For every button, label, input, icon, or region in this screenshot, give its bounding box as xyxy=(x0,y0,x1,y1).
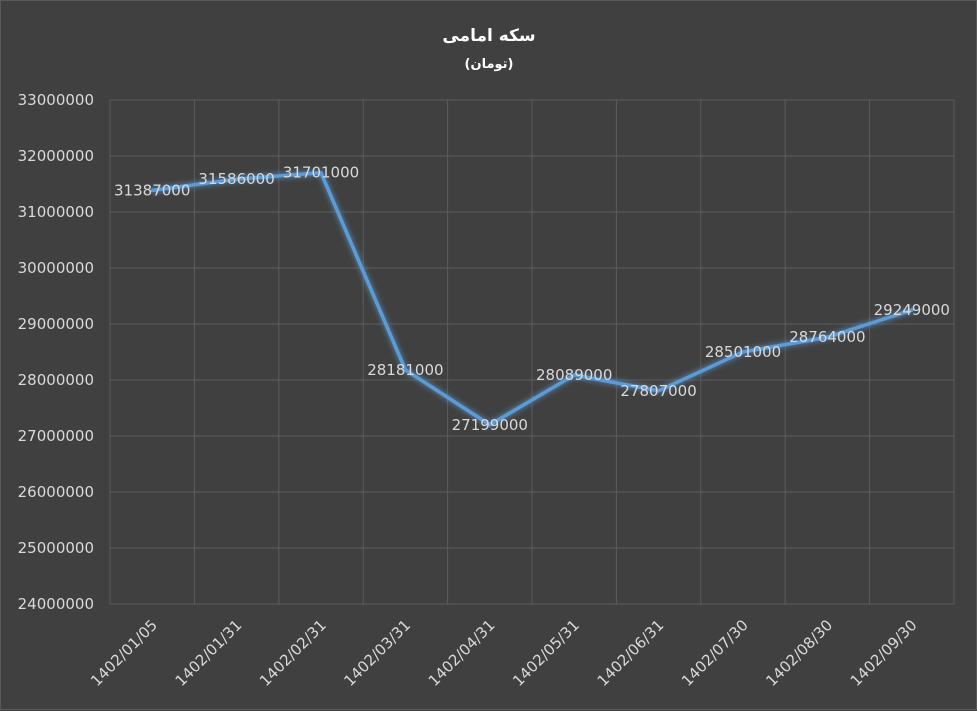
chart-title: سکه امامی xyxy=(442,26,535,46)
data-point xyxy=(825,335,829,339)
x-tick-label: 1402/07/30 xyxy=(678,616,752,690)
data-point xyxy=(235,177,239,181)
data-label: 28764000 xyxy=(789,328,865,346)
x-tick-label: 1402/02/31 xyxy=(256,616,330,690)
data-point xyxy=(572,373,576,377)
data-point xyxy=(488,423,492,427)
data-point xyxy=(403,368,407,372)
y-tick-label: 29000000 xyxy=(18,315,94,333)
data-label: 29249000 xyxy=(874,301,950,319)
x-tick-label: 1402/01/31 xyxy=(172,616,246,690)
y-tick-label: 27000000 xyxy=(18,427,94,445)
x-axis: 1402/01/05 1402/01/31 1402/02/31 1402/03/31… xyxy=(87,616,920,690)
data-point xyxy=(319,171,323,175)
y-tick-label: 25000000 xyxy=(18,539,94,557)
data-label: 27807000 xyxy=(620,382,696,400)
data-label: 27199000 xyxy=(452,416,528,434)
x-tick-label: 1402/06/31 xyxy=(594,616,668,690)
y-axis: 24000000 25000000 26000000 27000000 28000000… xyxy=(18,91,94,613)
y-tick-label: 24000000 xyxy=(18,595,94,613)
y-tick-label: 31000000 xyxy=(18,203,94,221)
x-tick-label: 1402/04/31 xyxy=(425,616,499,690)
data-label: 28181000 xyxy=(367,361,443,379)
x-tick-label: 1402/08/30 xyxy=(762,616,836,690)
x-tick-label: 1402/05/31 xyxy=(509,616,583,690)
chart-subtitle: (تومان) xyxy=(465,57,514,72)
data-label: 28089000 xyxy=(536,366,612,384)
y-tick-label: 30000000 xyxy=(18,259,94,277)
x-tick-label: 1402/01/05 xyxy=(87,616,161,690)
data-label: 31586000 xyxy=(198,170,274,188)
y-tick-label: 28000000 xyxy=(18,371,94,389)
data-label: 31387000 xyxy=(114,181,190,199)
y-tick-label: 33000000 xyxy=(18,91,94,109)
data-label: 28501000 xyxy=(705,343,781,361)
y-tick-label: 32000000 xyxy=(18,147,94,165)
y-tick-label: 26000000 xyxy=(18,483,94,501)
data-labels: 31387000 31586000 31701000 28181000 27199000… xyxy=(114,164,950,434)
series-layer xyxy=(150,170,914,427)
series-line xyxy=(150,170,914,427)
x-tick-label: 1402/09/30 xyxy=(847,616,921,690)
data-label: 31701000 xyxy=(283,164,359,182)
data-point xyxy=(150,188,154,192)
data-point xyxy=(657,389,661,393)
data-point xyxy=(910,308,914,312)
data-point xyxy=(741,350,745,354)
x-tick-label: 1402/03/31 xyxy=(340,616,414,690)
